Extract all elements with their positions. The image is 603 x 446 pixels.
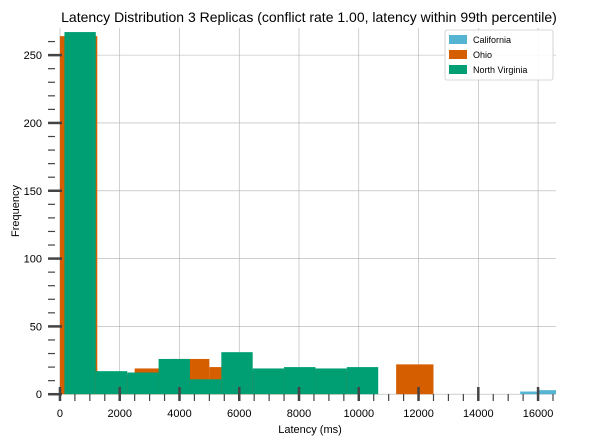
legend-swatch [449, 65, 467, 74]
y-tick-label: 150 [24, 186, 42, 198]
x-tick-label: 14000 [463, 408, 494, 420]
legend: California Ohio North Virginia [444, 29, 554, 81]
bar-0 [538, 390, 556, 395]
legend-swatch [449, 50, 467, 59]
x-tick-label: 10000 [343, 408, 374, 420]
x-tick-label: 8000 [287, 408, 311, 420]
y-tick-label: 250 [24, 50, 42, 62]
bar-2 [252, 368, 285, 395]
bar-2 [127, 372, 159, 395]
x-axis-label: Latency (ms) [278, 424, 342, 436]
legend-label: California [473, 35, 511, 45]
y-axis-label: Frequency [10, 185, 22, 237]
bar-1 [396, 364, 434, 395]
axes: 0 50 100 150 200 250 0 2000 4000 6000 8000 10000 120… [24, 40, 554, 420]
x-tick-label: 12000 [403, 408, 434, 420]
chart-title: Latency Distribution 3 Replicas (conflic… [61, 9, 557, 25]
x-tick-label: 2000 [107, 408, 131, 420]
bar-2 [189, 379, 222, 395]
y-tick-label: 50 [30, 321, 42, 333]
bar-2 [346, 367, 379, 395]
x-tick-label: 6000 [227, 408, 251, 420]
bar-0 [520, 391, 539, 395]
y-tick-label: 200 [24, 118, 42, 130]
bar-2 [64, 32, 96, 395]
legend-label: Ohio [473, 50, 492, 60]
bars [59, 32, 556, 395]
legend-frame [444, 29, 554, 81]
y-tick-label: 100 [24, 254, 42, 266]
bar-2 [315, 368, 347, 395]
bar-2 [95, 371, 128, 395]
y-tick-label: 0 [36, 389, 42, 401]
x-tick-label: 0 [57, 408, 63, 420]
legend-swatch [449, 35, 467, 44]
bar-2 [221, 352, 253, 395]
x-tick-label: 4000 [167, 408, 191, 420]
legend-label: North Virginia [473, 65, 527, 75]
bar-2 [158, 358, 190, 395]
x-tick-label: 16000 [523, 408, 554, 420]
